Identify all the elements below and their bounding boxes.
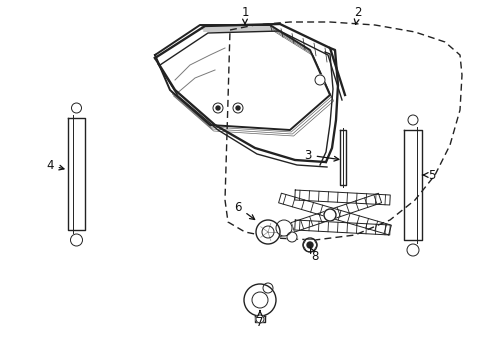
Circle shape (263, 283, 272, 293)
Circle shape (324, 209, 335, 221)
Circle shape (406, 244, 418, 256)
Text: 6: 6 (234, 201, 254, 220)
Circle shape (251, 292, 267, 308)
Circle shape (306, 242, 312, 248)
Circle shape (244, 284, 275, 316)
Circle shape (314, 75, 325, 85)
Text: 3: 3 (304, 149, 338, 162)
Circle shape (303, 238, 316, 252)
Text: 1: 1 (241, 5, 248, 24)
Circle shape (275, 220, 291, 236)
Text: 4: 4 (46, 158, 64, 171)
Circle shape (216, 106, 220, 110)
Circle shape (256, 220, 280, 244)
Text: 5: 5 (422, 168, 435, 181)
Circle shape (286, 232, 296, 242)
Circle shape (70, 234, 82, 246)
Text: 2: 2 (353, 5, 361, 24)
Text: 8: 8 (310, 248, 318, 264)
Text: 7: 7 (256, 311, 263, 329)
Circle shape (232, 103, 243, 113)
Circle shape (256, 315, 264, 323)
Circle shape (407, 115, 417, 125)
Circle shape (236, 106, 240, 110)
Circle shape (71, 103, 81, 113)
Circle shape (213, 103, 223, 113)
Circle shape (262, 226, 273, 238)
